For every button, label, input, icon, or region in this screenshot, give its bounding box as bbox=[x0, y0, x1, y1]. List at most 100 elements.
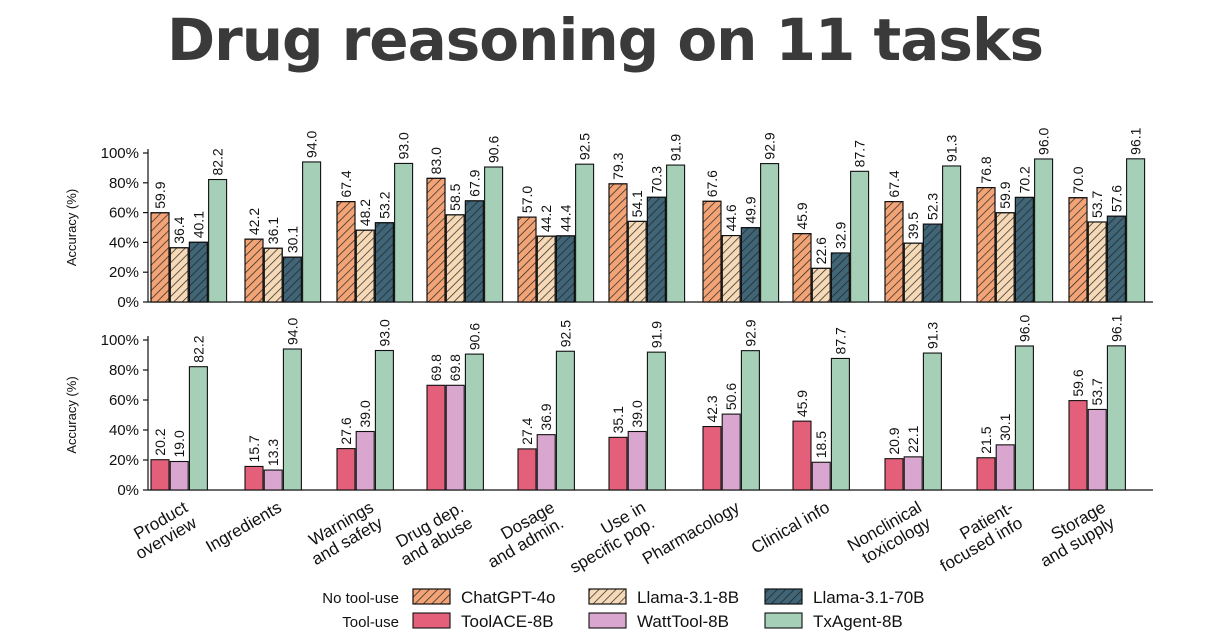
data-label: 67.6 bbox=[704, 170, 720, 197]
bar bbox=[792, 420, 812, 491]
bar-hatch bbox=[517, 216, 537, 303]
bar-hatch bbox=[263, 247, 283, 303]
bar bbox=[1126, 158, 1146, 303]
data-label: 91.9 bbox=[668, 134, 684, 161]
data-label: 76.8 bbox=[978, 156, 994, 183]
bar bbox=[445, 384, 465, 491]
data-label: 48.2 bbox=[357, 199, 373, 226]
legend-label: ToolACE-8B bbox=[461, 612, 554, 631]
data-label: 53.7 bbox=[1089, 378, 1105, 405]
data-label: 39.0 bbox=[357, 400, 373, 427]
y-tick-label: 80% bbox=[109, 362, 139, 379]
data-label: 53.7 bbox=[1089, 191, 1105, 218]
x-tick-label: Ingredients bbox=[202, 498, 284, 557]
data-label: 22.6 bbox=[813, 237, 829, 264]
bar-hatch bbox=[995, 212, 1015, 303]
data-label: 58.5 bbox=[447, 183, 463, 210]
legend-label: WattTool-8B bbox=[637, 612, 729, 631]
bar-hatch bbox=[830, 252, 850, 303]
data-label: 92.9 bbox=[762, 132, 778, 159]
y-tick-label: 20% bbox=[109, 264, 139, 281]
bar bbox=[942, 165, 962, 303]
bar-hatch bbox=[884, 201, 904, 303]
bar bbox=[426, 384, 446, 491]
data-label: 69.8 bbox=[428, 354, 444, 381]
x-tick-label: Nonclinicaltoxicology bbox=[844, 497, 934, 570]
bar-hatch bbox=[976, 187, 996, 303]
bar bbox=[721, 413, 741, 491]
data-label: 90.6 bbox=[486, 136, 502, 163]
page-title: Drug reasoning on 11 tasks bbox=[166, 6, 1044, 74]
bar bbox=[169, 460, 189, 491]
data-label: 87.7 bbox=[852, 140, 868, 167]
data-label: 83.0 bbox=[428, 147, 444, 174]
legend-label: Llama-3.1-70B bbox=[813, 588, 925, 607]
bar bbox=[811, 461, 831, 491]
x-tick-label: Warningsand safety bbox=[299, 497, 386, 569]
data-label: 39.5 bbox=[905, 212, 921, 239]
legend-swatch bbox=[412, 612, 451, 629]
bar-hatch bbox=[536, 235, 556, 303]
y-axis-label: Accuracy (%) bbox=[64, 189, 79, 266]
data-label: 93.0 bbox=[396, 132, 412, 159]
data-label: 92.5 bbox=[577, 133, 593, 160]
bar bbox=[1068, 400, 1088, 491]
x-tick-label: Pharmacology bbox=[639, 497, 743, 568]
data-label: 82.2 bbox=[190, 335, 206, 362]
legend-label: Llama-3.1-8B bbox=[637, 588, 739, 607]
bar bbox=[555, 350, 575, 491]
data-label: 94.0 bbox=[304, 130, 320, 157]
legend-group-tool: Tool-use bbox=[342, 614, 399, 631]
bar bbox=[188, 366, 208, 491]
data-label: 70.2 bbox=[1016, 166, 1032, 193]
data-label: 19.0 bbox=[171, 430, 187, 457]
y-axis-label: Accuracy (%) bbox=[64, 376, 79, 453]
bar bbox=[702, 425, 722, 491]
data-label: 39.0 bbox=[629, 400, 645, 427]
bar bbox=[976, 457, 996, 491]
bar-hatch bbox=[1014, 196, 1034, 303]
data-label: 96.1 bbox=[1128, 127, 1144, 154]
bar bbox=[1106, 345, 1126, 491]
data-label: 22.1 bbox=[905, 425, 921, 452]
bar bbox=[355, 430, 375, 491]
bar bbox=[150, 459, 170, 491]
data-label: 96.0 bbox=[1036, 127, 1052, 154]
legend-label: TxAgent-8B bbox=[813, 612, 903, 631]
data-label: 70.0 bbox=[1070, 166, 1086, 193]
bar bbox=[282, 348, 302, 491]
bar-hatch bbox=[1087, 221, 1107, 303]
bar-hatch bbox=[374, 222, 394, 303]
x-tick-label: Storageand supply bbox=[1028, 497, 1118, 570]
y-tick-label: 40% bbox=[109, 422, 139, 439]
data-label: 44.4 bbox=[557, 204, 573, 231]
data-label: 87.7 bbox=[832, 327, 848, 354]
data-label: 30.1 bbox=[284, 226, 300, 253]
bar-hatch bbox=[464, 200, 484, 303]
data-label: 90.6 bbox=[466, 323, 482, 350]
bar bbox=[995, 444, 1015, 491]
data-label: 92.9 bbox=[742, 319, 758, 346]
data-label: 96.1 bbox=[1108, 314, 1124, 341]
data-label: 82.2 bbox=[210, 148, 226, 175]
bar bbox=[850, 170, 870, 303]
data-label: 18.5 bbox=[813, 431, 829, 458]
bar bbox=[374, 349, 394, 491]
data-label: 27.6 bbox=[338, 417, 354, 444]
data-label: 79.3 bbox=[610, 152, 626, 179]
data-label: 91.3 bbox=[944, 135, 960, 162]
data-label: 93.0 bbox=[376, 319, 392, 346]
data-label: 52.3 bbox=[924, 193, 940, 220]
bar-hatch bbox=[188, 241, 208, 303]
data-label: 94.0 bbox=[284, 318, 300, 345]
bar-hatch bbox=[445, 214, 465, 303]
bar-hatch bbox=[169, 247, 189, 303]
data-label: 42.3 bbox=[704, 395, 720, 422]
data-label: 53.2 bbox=[376, 191, 392, 218]
bar bbox=[1014, 345, 1034, 491]
bar-hatch bbox=[355, 229, 375, 303]
bar-hatch bbox=[1068, 197, 1088, 303]
bar bbox=[1087, 408, 1107, 491]
bar bbox=[1034, 158, 1054, 303]
data-label: 20.2 bbox=[152, 428, 168, 455]
